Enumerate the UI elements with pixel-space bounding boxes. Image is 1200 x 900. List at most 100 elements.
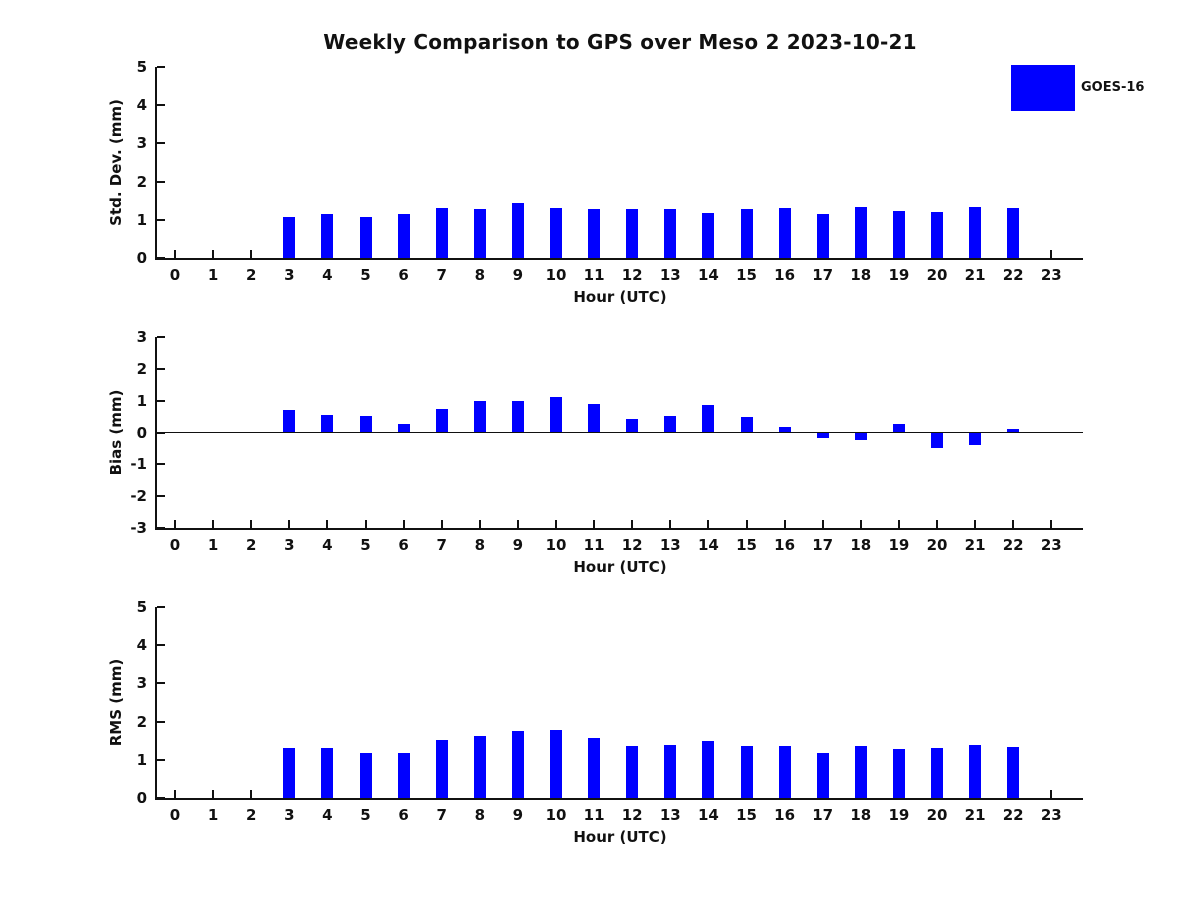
x-tick-label: 23: [1040, 536, 1062, 554]
bar-hour-12: [626, 745, 639, 798]
x-tick-label: 19: [888, 266, 910, 284]
x-tick-label: 14: [697, 536, 719, 554]
y-tick-mark: [157, 606, 165, 608]
x-tick-label: 0: [169, 536, 181, 554]
bar-hour-7: [435, 408, 448, 433]
y-tick-mark: [157, 367, 165, 370]
bar-hour-17: [816, 753, 829, 798]
x-tick-label: 22: [1002, 536, 1024, 554]
bar-hour-9: [511, 401, 524, 433]
x-tick-label: 0: [169, 806, 181, 824]
bar-hour-3: [283, 747, 296, 798]
bar-hour-14: [702, 741, 715, 798]
x-tick-mark: [250, 520, 253, 528]
bar-hour-22: [1007, 207, 1020, 258]
bar-hour-14: [702, 212, 715, 258]
y-tick-mark: [157, 142, 165, 145]
y-tick-label: 0: [136, 423, 147, 442]
x-axis-label-bias: Hour (UTC): [573, 558, 667, 576]
x-tick-label: 13: [659, 536, 681, 554]
x-tick-label: 5: [360, 536, 371, 554]
x-tick-label: 16: [774, 266, 796, 284]
y-tick-label: 4: [136, 96, 147, 115]
y-tick-label: 0: [136, 249, 147, 267]
bar-hour-5: [359, 217, 372, 258]
bar-hour-7: [435, 739, 448, 798]
y-tick-mark: [157, 463, 165, 466]
bar-hour-19: [892, 423, 905, 433]
legend-label: GOES-16: [1081, 80, 1145, 95]
x-tick-label: 7: [436, 806, 447, 824]
x-tick-label: 7: [436, 536, 447, 554]
x-tick-label: 9: [512, 806, 524, 824]
bar-hour-10: [550, 396, 562, 433]
x-tick-mark: [783, 520, 786, 528]
bar-hour-12: [626, 419, 639, 433]
y-tick-label: -2: [130, 487, 147, 506]
x-tick-label: 12: [621, 536, 643, 554]
x-tick-label: 1: [207, 266, 219, 284]
x-tick-mark: [364, 520, 367, 528]
x-tick-mark: [212, 250, 215, 258]
y-tick-label: -3: [130, 519, 147, 537]
y-tick-label: 2: [136, 359, 147, 378]
zero-line: [157, 432, 1083, 433]
x-tick-mark: [440, 520, 443, 528]
x-tick-label: 21: [964, 536, 986, 554]
y-tick-label: 2: [136, 172, 147, 191]
bar-hour-11: [588, 737, 601, 798]
bar-hour-17: [816, 214, 829, 258]
bar-hour-6: [397, 752, 410, 798]
x-tick-label: 13: [659, 806, 681, 824]
x-tick-mark: [669, 520, 672, 528]
y-tick-mark: [157, 527, 165, 529]
y-tick-label: 3: [136, 134, 147, 153]
x-tick-mark: [821, 520, 824, 528]
y-tick-mark: [157, 797, 165, 799]
x-tick-label: 3: [284, 536, 295, 554]
x-tick-label: 21: [964, 806, 986, 824]
bar-hour-20: [931, 747, 943, 798]
x-tick-label: 16: [774, 806, 796, 824]
x-tick-mark: [288, 520, 291, 528]
bar-hour-15: [740, 417, 753, 433]
x-tick-label: 8: [474, 806, 486, 824]
bar-hour-12: [626, 209, 639, 258]
x-tick-label: 5: [360, 266, 371, 284]
x-tick-label: 12: [621, 806, 643, 824]
x-tick-label: 4: [322, 266, 333, 284]
bar-hour-8: [473, 209, 486, 258]
bar-hour-22: [1007, 429, 1020, 433]
x-tick-label: 4: [322, 536, 333, 554]
x-tick-label: 22: [1002, 266, 1024, 284]
x-axis-label-std-dev: Hour (UTC): [573, 288, 667, 306]
legend-swatch-goes16: [1011, 65, 1075, 111]
x-tick-label: 3: [284, 806, 295, 824]
x-tick-label: 8: [474, 266, 486, 284]
subplot-rms-plot-area: 0 1 2 3 4 5 0 1 2 3 4 5 6 7 8 9 10 11 12 13 14 15 16 17 18 19 20 21…: [137, 598, 1083, 824]
bar-hour-10: [550, 730, 562, 798]
x-tick-label: 10: [545, 806, 567, 824]
y-tick-label: -1: [130, 455, 147, 474]
x-tick-mark: [1050, 520, 1053, 528]
x-tick-label: 15: [736, 266, 757, 284]
bar-hour-20: [931, 432, 943, 449]
x-tick-mark: [516, 520, 519, 528]
x-tick-mark: [174, 250, 176, 258]
bar-hour-11: [588, 209, 601, 258]
y-tick-mark: [157, 495, 165, 498]
x-tick-label: 10: [545, 536, 567, 554]
bar-hour-3: [283, 410, 296, 433]
x-tick-label: 15: [736, 536, 757, 554]
x-tick-label: 20: [926, 536, 948, 554]
subplot-bias-plot-area: 3 2 1 0 -1 -2 -3 0 1 2 3 4 5 6 7 8 9 10 11 12 13 14 15 16 17 18 19…: [130, 328, 1083, 554]
x-tick-label: 23: [1040, 266, 1062, 284]
x-tick-mark: [936, 520, 938, 528]
x-tick-label: 1: [207, 536, 219, 554]
x-tick-label: 3: [284, 266, 295, 284]
x-tick-label: 17: [812, 266, 834, 284]
bar-hour-8: [473, 736, 486, 798]
bar-hour-20: [931, 212, 943, 258]
x-tick-mark: [974, 520, 977, 528]
bar-hour-22: [1007, 747, 1020, 798]
